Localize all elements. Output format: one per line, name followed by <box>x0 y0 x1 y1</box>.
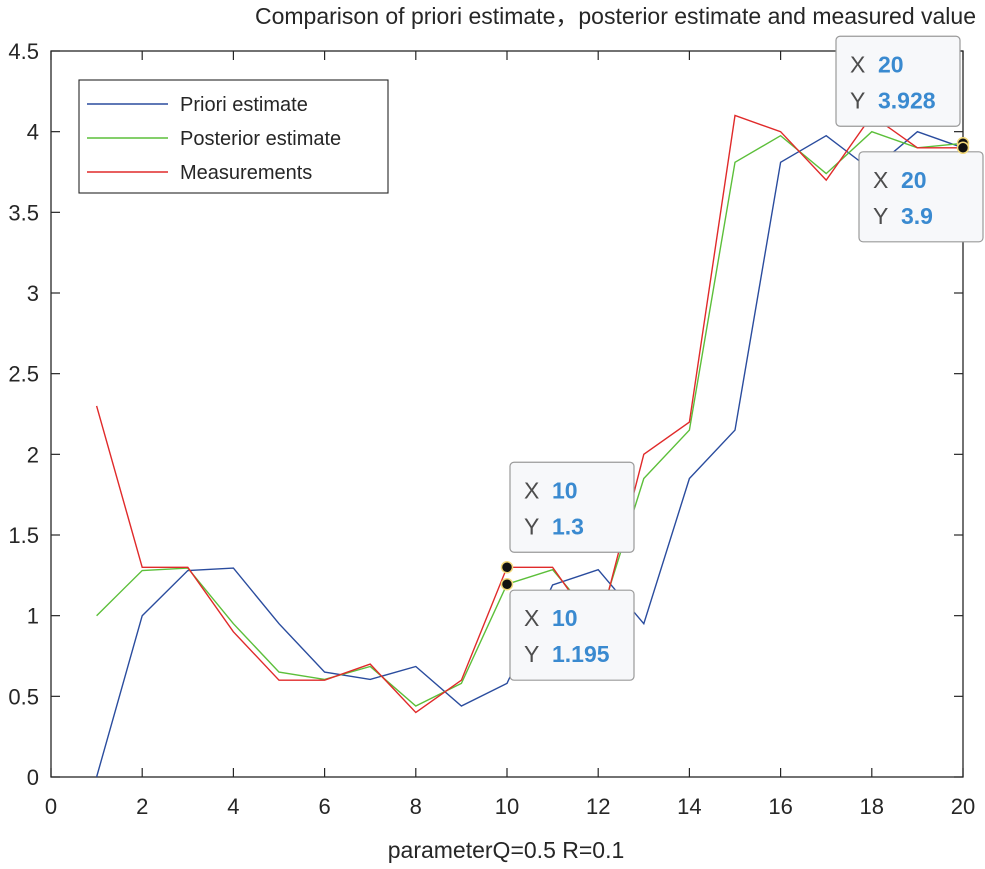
datatip[interactable]: X 10 Y 1.195 <box>500 577 635 681</box>
y-tick-label: 4 <box>27 120 39 145</box>
series-line-posterior-estimate <box>96 130 964 707</box>
datatips[interactable]: X 10 Y 1.3 X 10 Y 1.195 X 20 Y 3.928 X 20 Y 3.9 <box>500 35 984 681</box>
datatip-x-key: X <box>850 51 865 77</box>
x-axis-label: parameterQ=0.5 R=0.1 <box>388 837 625 863</box>
datatip-box <box>858 151 984 243</box>
x-tick-label: 10 <box>495 794 519 819</box>
datatip-y-value: 1.3 <box>552 513 584 539</box>
x-tick-label: 8 <box>410 794 422 819</box>
y-tick-label: 2 <box>27 442 39 467</box>
x-tick-label: 14 <box>677 794 701 819</box>
x-tick-label: 2 <box>136 794 148 819</box>
y-tick-label: 0 <box>27 765 39 790</box>
y-tick-label: 2.5 <box>8 362 39 387</box>
datatip-x-key: X <box>873 167 888 193</box>
x-tick-label: 6 <box>318 794 330 819</box>
y-tick-label: 3 <box>27 281 39 306</box>
series-line-measurements <box>95 114 963 714</box>
y-tick-label: 0.5 <box>8 684 39 709</box>
datatip-x-value: 10 <box>552 605 578 631</box>
legend-box <box>78 79 389 194</box>
datatip-x-value: 20 <box>878 51 904 77</box>
datatip[interactable]: X 10 Y 1.3 <box>500 461 635 574</box>
datatip-box <box>835 35 961 127</box>
datatip-y-key: Y <box>873 203 888 229</box>
legend-label-measurements: Measurements <box>180 162 312 184</box>
y-tick-label: 1.5 <box>8 523 39 548</box>
datatip-y-key: Y <box>524 513 539 539</box>
datatip-x-key: X <box>524 477 539 503</box>
datatip-marker <box>500 561 514 574</box>
datatip-y-value: 3.9 <box>901 203 933 229</box>
y-tick-label: 4.5 <box>8 39 39 64</box>
datatip-box <box>509 589 635 681</box>
datatip-y-key: Y <box>850 87 865 113</box>
datatip-x-key: X <box>524 605 539 631</box>
legend: Priori estimate Posterior estimate Measure… <box>78 79 389 194</box>
x-tick-label: 12 <box>586 794 610 819</box>
x-tick-label: 16 <box>768 794 792 819</box>
legend-label-posterior-estimate: Posterior estimate <box>180 128 341 150</box>
datatip[interactable]: X 20 Y 3.9 <box>858 141 984 243</box>
datatip-marker <box>500 577 514 591</box>
legend-label-priori-estimate: Priori estimate <box>180 94 308 116</box>
datatip-marker <box>956 141 970 155</box>
x-tick-label: 18 <box>860 794 884 819</box>
chart-title: Comparison of priori estimate，posterior … <box>255 3 976 29</box>
x-tick-label: 20 <box>951 794 975 819</box>
datatip-x-value: 20 <box>901 167 927 193</box>
datatip-y-value: 3.928 <box>878 87 936 113</box>
y-tick-label: 3.5 <box>8 200 39 225</box>
datatip-y-value: 1.195 <box>552 641 610 667</box>
datatip-box <box>509 461 635 553</box>
x-tick-label: 4 <box>227 794 239 819</box>
datatip[interactable]: X 20 Y 3.928 <box>835 35 970 150</box>
y-tick-label: 1 <box>27 604 39 629</box>
x-tick-label: 0 <box>45 794 57 819</box>
datatip-x-value: 10 <box>552 477 578 503</box>
datatip-y-key: Y <box>524 641 539 667</box>
